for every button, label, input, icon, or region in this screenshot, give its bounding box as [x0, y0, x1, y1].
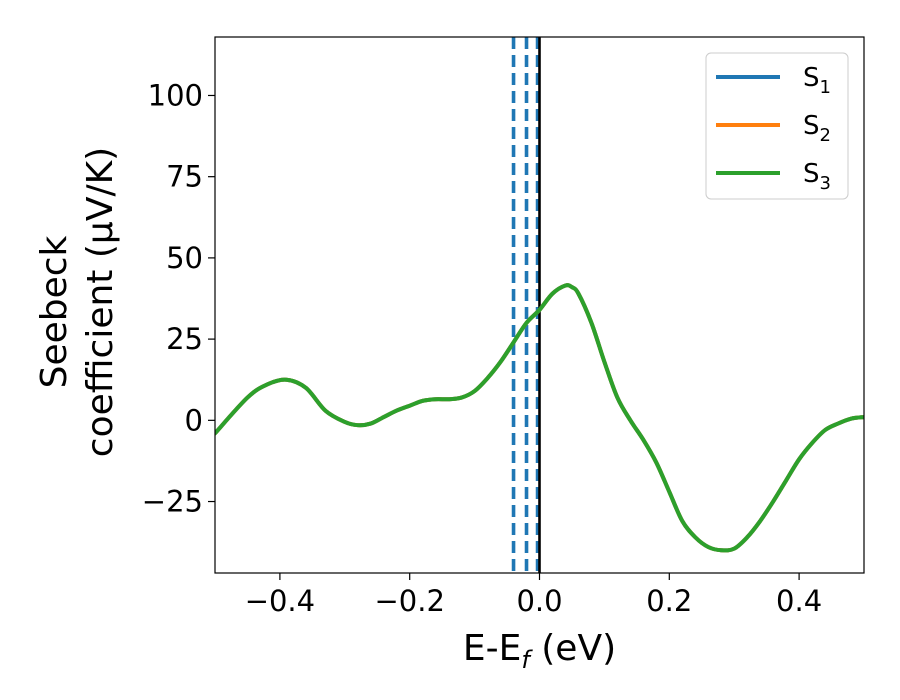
legend: S1 S2 S3: [705, 52, 849, 200]
vertical-lines: [511, 37, 541, 573]
x-axis-title: E-Ef (eV): [463, 628, 616, 674]
y-axis-ticks: −25 0 25 50 75 100: [142, 78, 215, 519]
x-tick-label: 0.2: [646, 584, 692, 618]
x-axis-ticks: −0.4 −0.2 0.0 0.2 0.4: [245, 573, 822, 618]
series-lines: [215, 283, 864, 553]
y-tick-label: −25: [142, 485, 203, 519]
series-line-3: [215, 283, 864, 553]
x-tick-label: −0.2: [374, 584, 444, 618]
y-axis-title-line2: coefficient (μV/K): [80, 147, 121, 457]
y-tick-label: 25: [166, 322, 203, 356]
legend-label-1: S1: [803, 63, 831, 98]
y-tick-label: 75: [166, 160, 203, 194]
x-tick-label: −0.4: [245, 584, 315, 618]
y-tick-label: 100: [148, 78, 203, 112]
x-axis-title-unit: (eV): [530, 628, 616, 669]
legend-label-2: S2: [803, 111, 831, 146]
x-tick-label: 0.0: [516, 584, 562, 618]
y-axis-title: Seebeck coefficient (μV/K): [34, 147, 121, 457]
y-axis-title-line1: Seebeck: [34, 235, 75, 388]
legend-label-3: S3: [803, 159, 831, 194]
x-tick-label: 0.4: [776, 584, 822, 618]
x-axis-title-main: E-E: [463, 628, 521, 669]
y-tick-label: 0: [185, 403, 203, 437]
y-tick-label: 50: [166, 241, 203, 275]
